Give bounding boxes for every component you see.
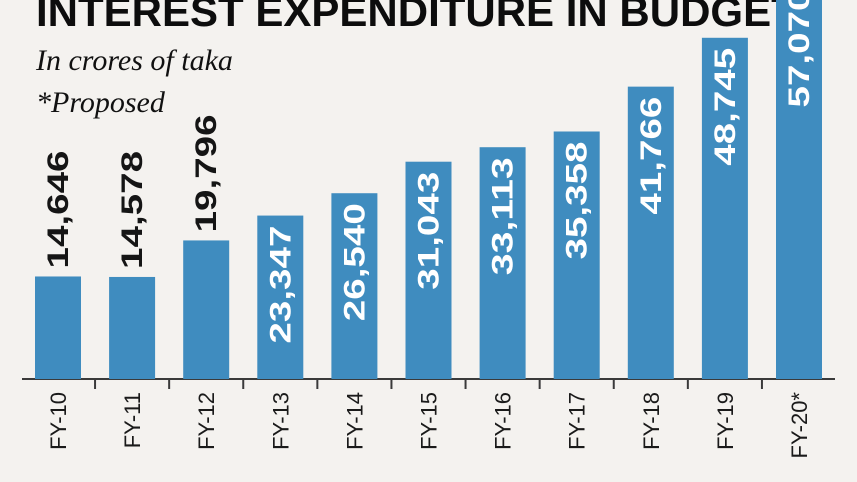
- category-label: FY-18: [639, 392, 664, 450]
- bar-fy-19: [701, 37, 748, 379]
- category-label: FY-20*: [787, 392, 812, 459]
- bar-fy-20: [776, 0, 822, 379]
- value-label: 31,043: [413, 172, 446, 290]
- bar-fy-13: [257, 215, 304, 379]
- bar-fy-16: [479, 147, 526, 379]
- category-label: FY-12: [194, 392, 219, 450]
- value-label: 14,578: [116, 151, 149, 269]
- bar-fy-15: [405, 161, 452, 379]
- value-label: 48,745: [709, 48, 742, 166]
- category-labels-group: FY-10 FY-11 FY-12 FY-13 FY-14 FY-15 FY-16 FY-17…: [46, 392, 812, 459]
- value-labels-group: 14,646 14,578 19,796 23,347 26,540 31,043 33,1…: [42, 0, 816, 344]
- category-label: FY-11: [120, 392, 145, 448]
- value-label: 33,113: [487, 157, 520, 275]
- category-label: FY-16: [491, 392, 516, 450]
- bar-fy-10: [35, 276, 81, 379]
- bar-fy-18: [627, 86, 674, 379]
- value-label: 23,347: [264, 226, 297, 344]
- axis-ticks-group: [94, 379, 763, 389]
- value-label: 19,796: [190, 114, 223, 232]
- category-label: FY-17: [565, 392, 590, 450]
- category-label: FY-13: [268, 392, 293, 450]
- category-label: FY-19: [713, 392, 738, 450]
- chart-subtitle: In crores of taka: [35, 44, 233, 77]
- category-label: FY-10: [46, 392, 71, 450]
- bar-fy-17: [553, 131, 600, 379]
- bar-fy-11: [109, 276, 156, 379]
- bar-fy-12: [183, 240, 230, 379]
- chart-note: *Proposed: [36, 86, 166, 119]
- bar-fy-14: [331, 193, 378, 379]
- chart-title: INTEREST EXPENDITURE IN BUDGET: [36, 0, 797, 35]
- value-label: 35,358: [561, 141, 594, 259]
- category-label: FY-14: [342, 392, 367, 450]
- value-label: 14,646: [42, 150, 75, 268]
- bars-group: [35, 0, 822, 379]
- category-label: FY-15: [417, 392, 442, 450]
- value-label: 26,540: [338, 203, 371, 321]
- value-label: 57,070: [783, 0, 816, 108]
- value-label: 41,766: [635, 97, 668, 215]
